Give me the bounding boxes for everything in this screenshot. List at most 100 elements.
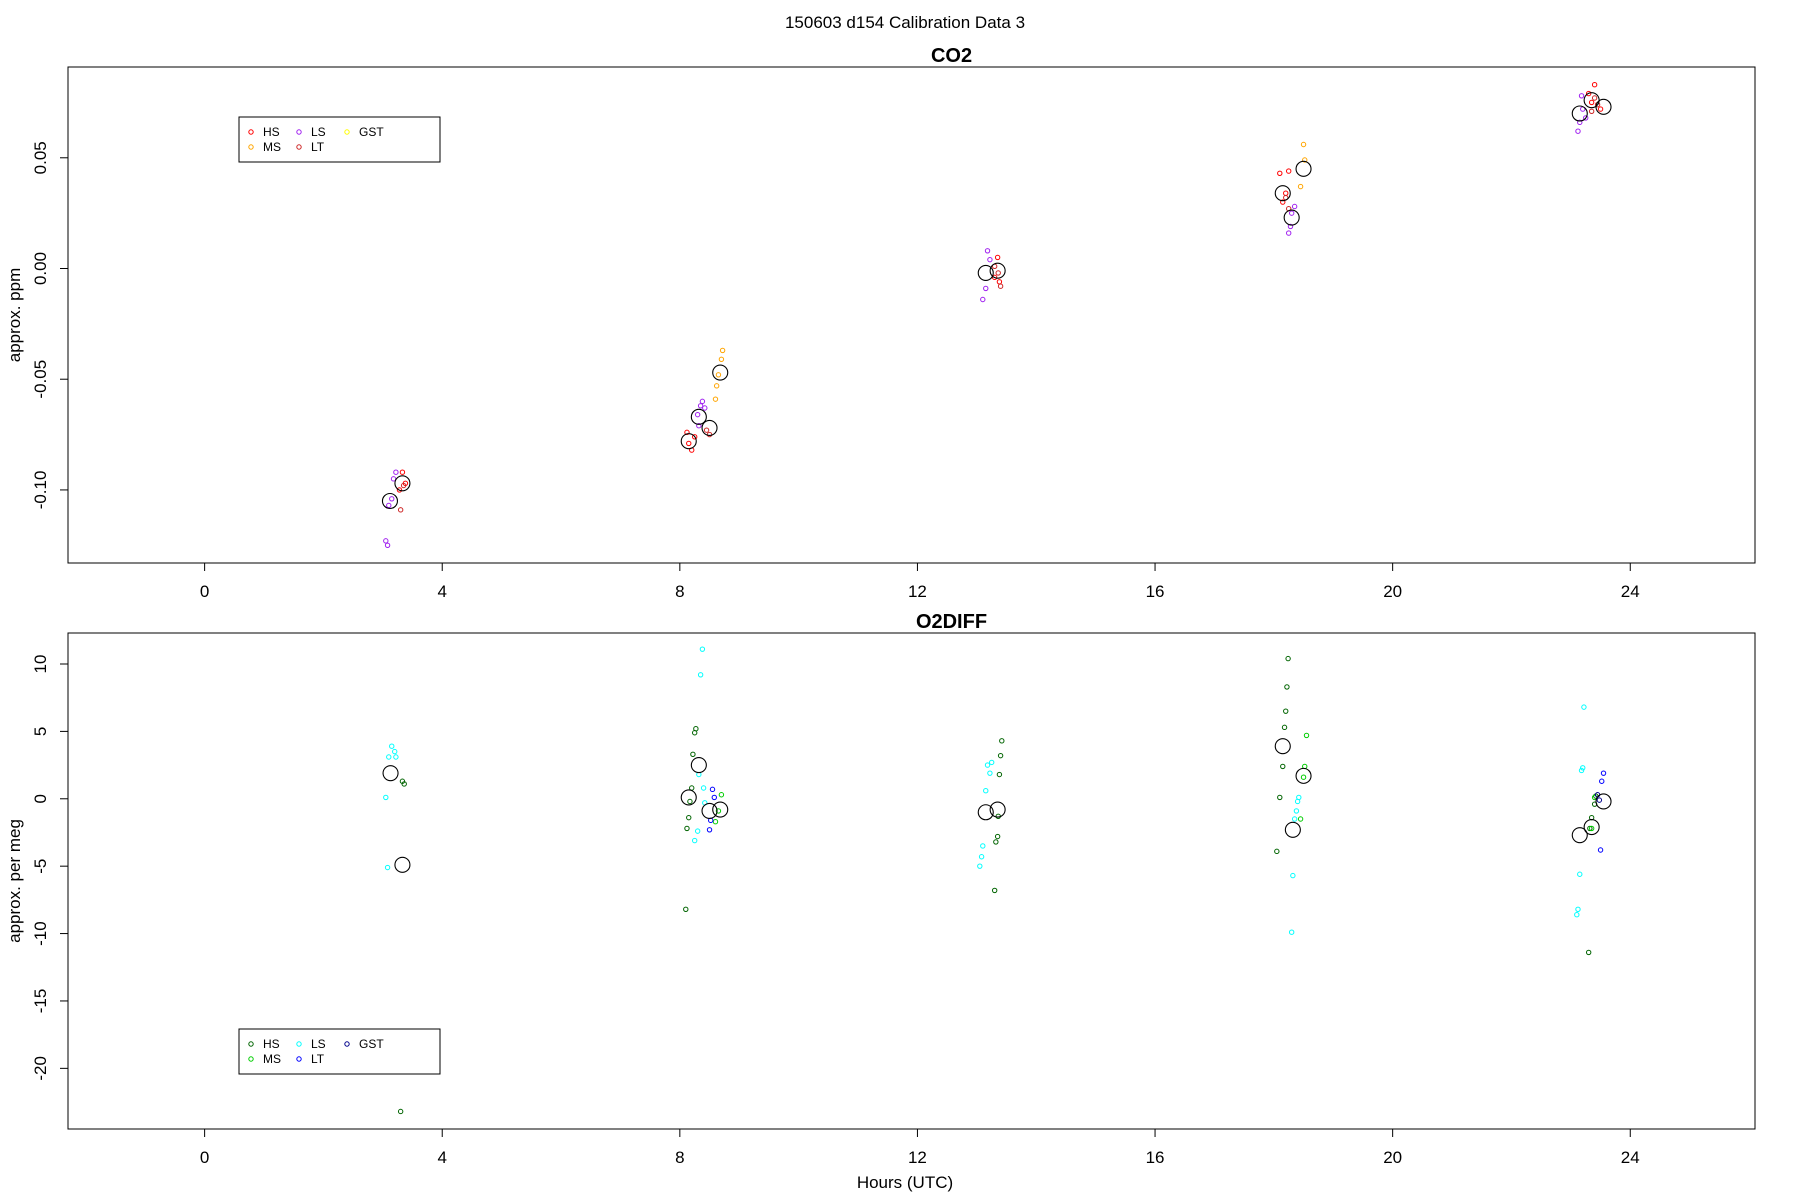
co2-point-mean [712, 364, 729, 381]
o2diff-point-lt [1599, 778, 1605, 784]
o2diff-legend-label-ls: LS [311, 1037, 326, 1051]
co2-point-lt [397, 507, 404, 513]
co2-x-tick-label: 16 [1146, 582, 1165, 601]
co2-point-ls [983, 285, 989, 292]
co2-point-ls [1288, 210, 1295, 216]
co2-x-tick-label: 8 [675, 582, 684, 601]
o2diff-point-ls [988, 759, 995, 766]
co2-point-ls [984, 248, 991, 254]
o2diff-point-ls [699, 646, 706, 652]
o2diff-point-ls [1577, 871, 1583, 877]
o2diff-point-ls [1296, 794, 1302, 801]
o2diff-point-ms [1588, 825, 1595, 832]
o2diff-point-mean [394, 856, 411, 873]
o2diff-point-mean [680, 789, 697, 806]
o2diff-point-hs [397, 1108, 404, 1115]
co2-point-ls [383, 538, 389, 544]
o2diff-point-hs [1283, 708, 1289, 714]
co2-x-tick-label: 0 [200, 582, 209, 601]
o2diff-point-mean [701, 802, 718, 819]
figure-title: 150603 d154 Calibration Data 3 [785, 13, 1025, 32]
o2diff-legend-marker-ms [248, 1056, 254, 1062]
co2-legend-label-lt: LT [311, 140, 325, 154]
o2diff-y-tick-label: 0 [31, 794, 50, 803]
o2diff-point-mean [382, 765, 399, 782]
co2-point-mean [977, 264, 994, 281]
o2diff-point-ls [978, 854, 985, 860]
co2-legend-marker-hs [248, 129, 254, 135]
o2diff-point-mean [1571, 827, 1588, 844]
o2diff-point-lt [1600, 770, 1607, 776]
co2-legend-label-gst: GST [359, 125, 384, 139]
co2-panel: CO2 0 4 8 12 16 20 24 -0.10 -0.05 0.00 0.05 approx. … [5, 45, 1756, 601]
co2-point-ls [1578, 93, 1585, 99]
o2diff-point-hs [996, 771, 1003, 778]
co2-point-lt [703, 427, 710, 433]
o2diff-point-ls [694, 828, 701, 834]
co2-x-tick-label: 12 [908, 582, 927, 601]
co2-point-hs [996, 279, 1003, 285]
o2diff-point-mean [1295, 767, 1312, 784]
o2diff-point-ms [718, 792, 725, 798]
o2diff-y-tick-label: 5 [31, 727, 50, 736]
co2-point-hs [1283, 190, 1289, 196]
o2diff-legend-marker-lt [296, 1056, 302, 1062]
o2diff-point-hs [1285, 655, 1291, 662]
co2-point-ls [389, 496, 395, 502]
o2diff-point-mean [1595, 793, 1612, 810]
o2diff-point-ls [1293, 808, 1300, 814]
o2diff-point-mean [989, 801, 1006, 818]
co2-legend-marker-lt [296, 144, 302, 150]
co2-point-hs [1285, 168, 1292, 174]
o2diff-point-lt [711, 794, 717, 801]
o2diff-legend-label-ms: MS [263, 1052, 281, 1066]
o2diff-legend-label-lt: LT [311, 1052, 325, 1066]
o2diff-point-ls [697, 672, 704, 678]
co2-point-mean [701, 419, 718, 436]
co2-point-hs [994, 254, 1001, 261]
o2diff-point-ls [389, 743, 395, 749]
co2-point-ls [1291, 203, 1298, 210]
o2diff-x-tick-label: 8 [675, 1148, 684, 1167]
o2diff-point-mean [1583, 819, 1600, 836]
o2diff-point-hs [687, 798, 693, 805]
co2-legend-label-ms: MS [263, 140, 281, 154]
o2diff-y-tick-label: -5 [31, 859, 50, 874]
co2-panel-title: CO2 [931, 45, 972, 67]
co2-point-lt [1588, 108, 1595, 114]
co2-legend-box [238, 116, 441, 163]
o2diff-point-hs [401, 781, 407, 787]
co2-point-mean [680, 433, 697, 450]
o2diff-legend-marker-ls [296, 1041, 302, 1047]
o2diff-point-hs [997, 752, 1004, 759]
o2diff-point-mean [1284, 821, 1301, 838]
co2-point-hs [684, 429, 690, 436]
co2-point-hs [691, 434, 698, 440]
co2-legend-label-ls: LS [311, 125, 326, 139]
o2diff-point-hs [1281, 724, 1288, 731]
co2-legend-marker-gst [344, 129, 350, 135]
co2-point-hs [399, 469, 406, 475]
co2-y-tick-label: 0.05 [31, 141, 50, 174]
o2diff-point-ls [1288, 929, 1295, 935]
co2-point-ls [699, 398, 706, 405]
o2diff-point-ls [1575, 906, 1581, 913]
o2diff-point-ls [691, 837, 698, 844]
co2-y-axis-label: approx. ppm [5, 268, 24, 363]
o2diff-panel-title: O2DIFF [916, 611, 987, 633]
co2-point-ls [384, 542, 391, 548]
o2diff-point-ms [1303, 732, 1310, 739]
co2-y-tick-label: 0.00 [31, 252, 50, 285]
co2-legend-marker-ms [248, 144, 254, 150]
o2diff-point-ls [1580, 765, 1586, 771]
o2diff-point-ls [700, 785, 707, 791]
co2-point-ls [697, 403, 704, 409]
o2diff-point-ls [393, 754, 399, 760]
o2diff-point-ms [715, 808, 722, 814]
o2diff-x-tick-label: 0 [200, 1148, 209, 1167]
o2diff-point-hs [991, 887, 998, 894]
o2diff-y-tick-label: -15 [31, 989, 50, 1014]
o2diff-point-ls [392, 748, 398, 755]
co2-point-ls [702, 405, 708, 411]
o2diff-point-lt [709, 786, 716, 793]
